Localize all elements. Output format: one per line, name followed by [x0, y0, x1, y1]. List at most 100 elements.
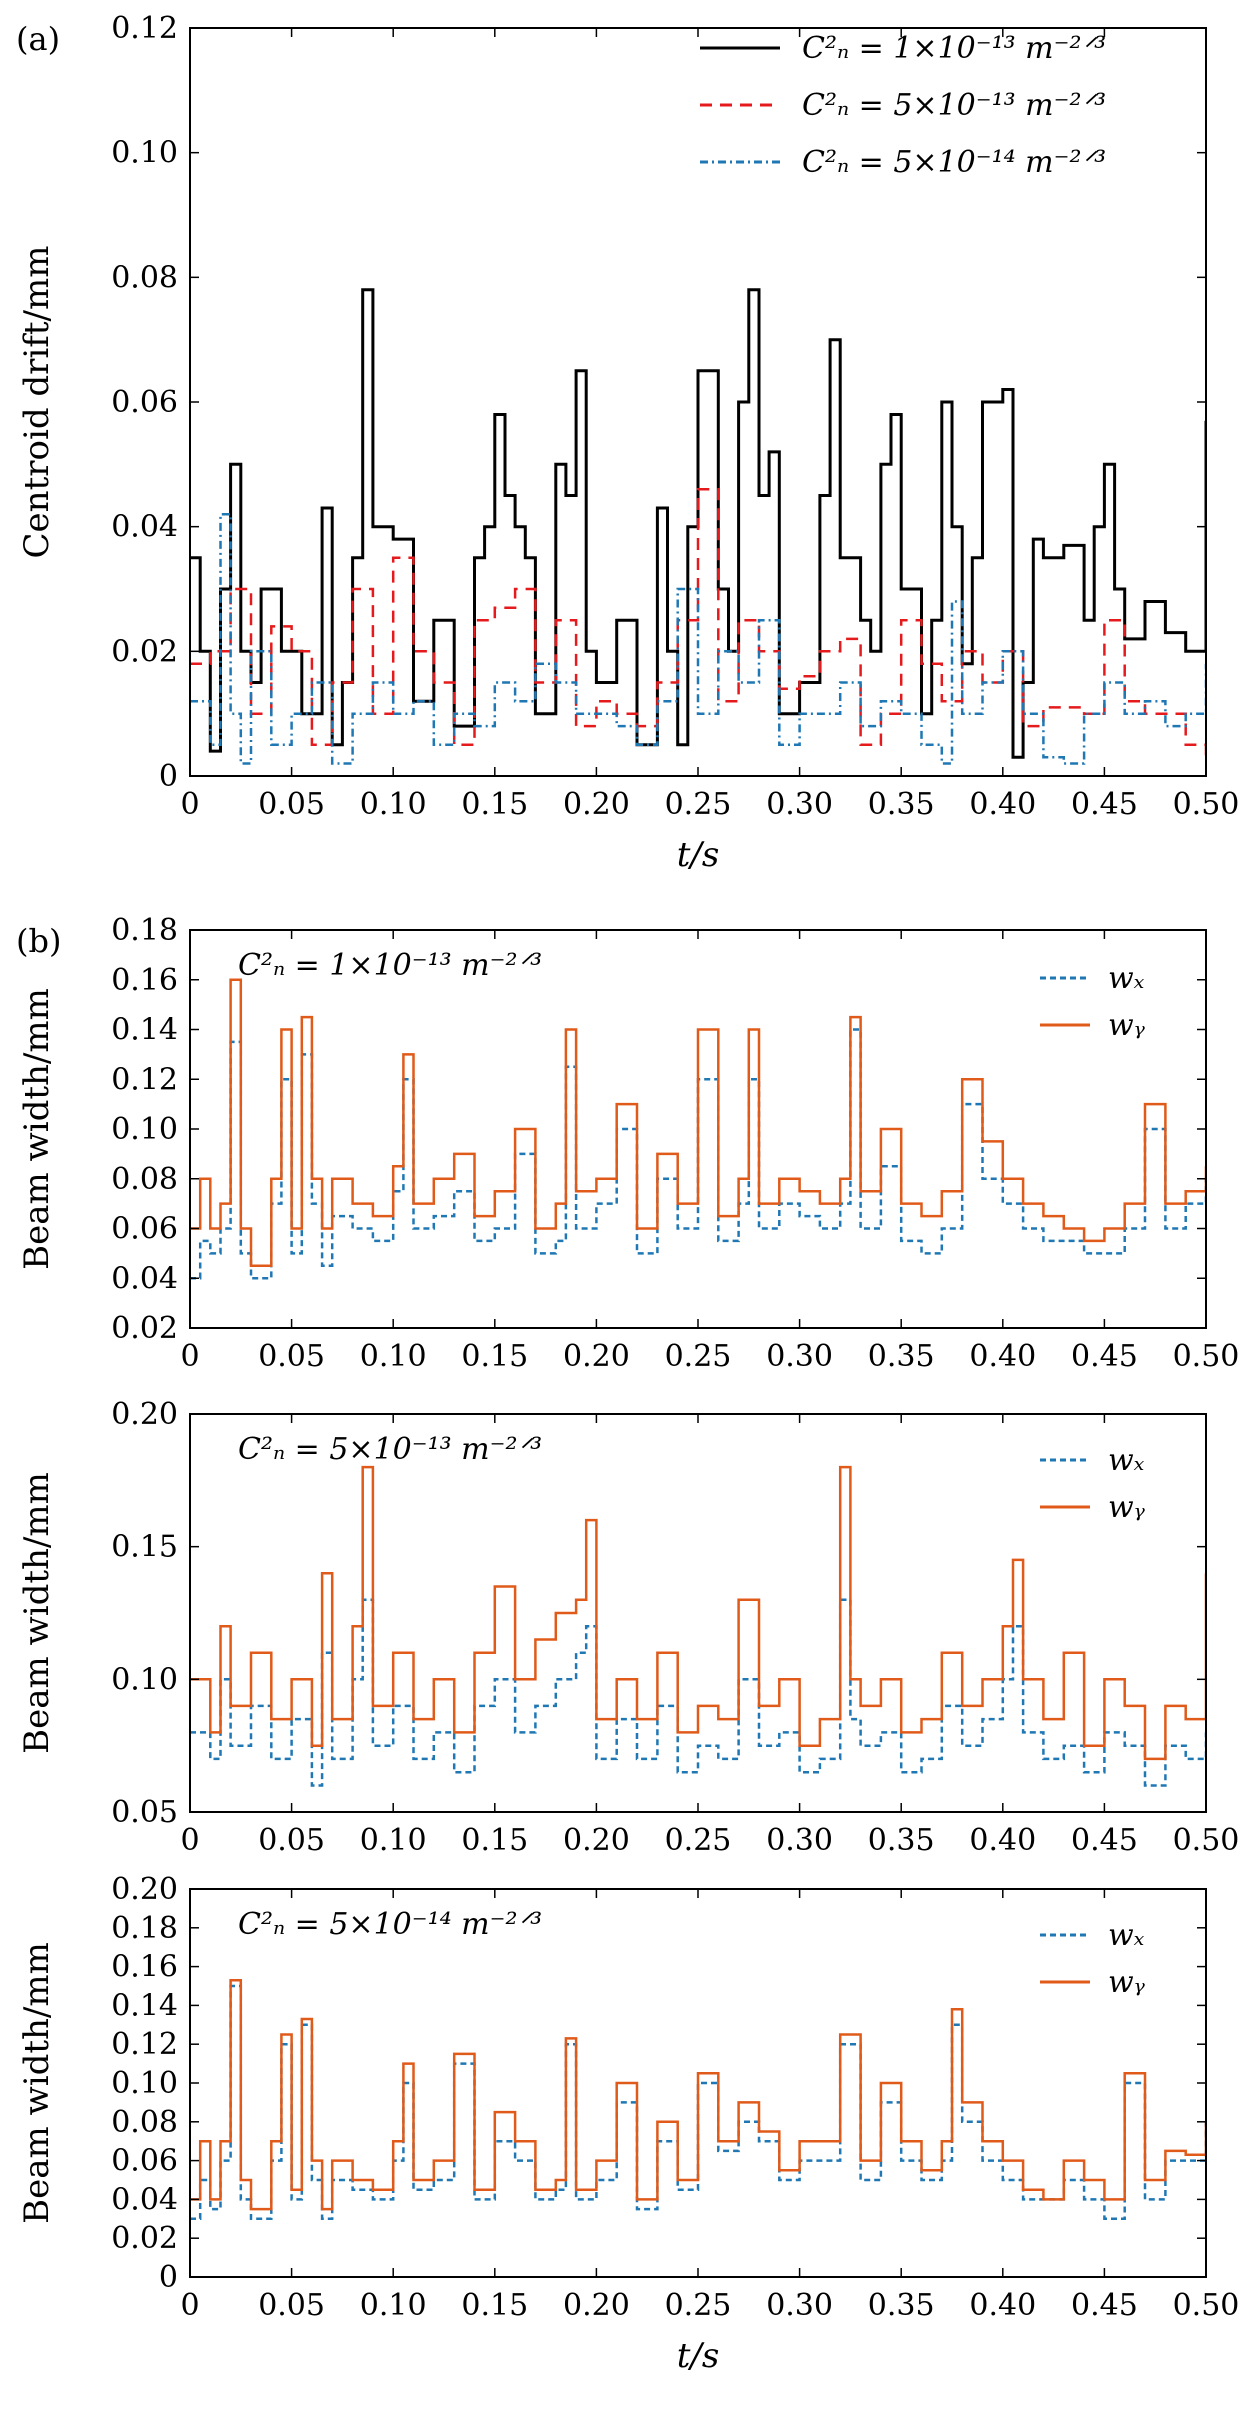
y-tick-label: 0.02	[111, 634, 178, 669]
condition-annotation: C²ₙ = 1×10⁻¹³ m⁻²ᐟ³	[238, 948, 542, 983]
x-tick-label: 0.20	[563, 1339, 630, 1374]
legend-label-2: C²ₙ = 5×10⁻¹⁴ m⁻²ᐟ³	[802, 145, 1106, 180]
panel-label: (a)	[16, 20, 60, 58]
legend-label-0: C²ₙ = 1×10⁻¹³ m⁻²ᐟ³	[802, 31, 1106, 66]
y-tick-label: 0.10	[111, 2066, 178, 2101]
series-line-a-2	[190, 512, 1206, 765]
y-tick-label: 0.06	[111, 2144, 178, 2179]
x-tick-label: 0.30	[766, 2288, 833, 2323]
x-tick-label: 0.20	[563, 1823, 630, 1858]
x-tick-label: 0.30	[766, 787, 833, 822]
x-tick-label: 0.50	[1173, 1823, 1240, 1858]
x-tick-label: 0.25	[665, 2288, 732, 2323]
series-line-b3-1	[190, 1978, 1206, 2211]
x-tick-label: 0.10	[360, 1823, 427, 1858]
series-line-b2-0	[190, 1598, 1206, 1787]
y-tick-label: 0.10	[111, 1112, 178, 1147]
x-tick-label: 0.15	[461, 787, 528, 822]
y-tick-label: 0.16	[111, 1950, 178, 1985]
x-tick-label: 0	[180, 787, 199, 822]
legend-label-1: wᵧ	[1108, 1008, 1146, 1043]
y-axis-label: Centroid drift/mm	[17, 246, 57, 559]
y-tick-label: 0.20	[111, 1872, 178, 1907]
x-tick-label: 0.50	[1173, 787, 1240, 822]
y-tick-label: 0.12	[111, 2027, 178, 2062]
y-tick-label: 0.08	[111, 260, 178, 295]
y-tick-label: 0.10	[111, 136, 178, 171]
legend-label-1: C²ₙ = 5×10⁻¹³ m⁻²ᐟ³	[802, 88, 1106, 123]
x-tick-label: 0.10	[360, 1339, 427, 1374]
y-tick-label: 0.06	[111, 1212, 178, 1247]
x-tick-label: 0	[180, 2288, 199, 2323]
y-tick-label: 0.18	[111, 1911, 178, 1946]
legend-label-1: wᵧ	[1108, 1965, 1146, 2000]
x-tick-label: 0.10	[360, 2288, 427, 2323]
x-tick-label: 0.50	[1173, 2288, 1240, 2323]
y-tick-label: 0.04	[111, 510, 178, 545]
x-tick-label: 0.05	[258, 1823, 325, 1858]
axes-frame	[189, 1413, 1207, 1813]
x-tick-label: 0	[180, 1339, 199, 1374]
y-tick-label: 0	[159, 2260, 178, 2295]
y-axis-label: Beam width/mm	[17, 988, 57, 1270]
condition-annotation: C²ₙ = 5×10⁻¹³ m⁻²ᐟ³	[238, 1432, 542, 1467]
legend-label-0: wₓ	[1108, 961, 1145, 996]
x-axis-label: t/s	[677, 2336, 720, 2376]
x-tick-label: 0.45	[1071, 787, 1138, 822]
x-tick-label: 0.15	[461, 2288, 528, 2323]
chart-panel-b2: 0 0.05 0.10 0.15 0.20 0.25 0.30 0.35 0.40 0.45 0.5…	[17, 1397, 1239, 1858]
x-tick-label: 0.30	[766, 1823, 833, 1858]
y-tick-label: 0.08	[111, 1162, 178, 1197]
x-tick-label: 0.40	[969, 2288, 1036, 2323]
x-tick-label: 0.45	[1071, 1823, 1138, 1858]
series-line-a-1	[190, 488, 1206, 758]
x-tick-label: 0.25	[665, 1823, 732, 1858]
x-axis-label: t/s	[677, 835, 720, 875]
x-tick-label: 0.20	[563, 787, 630, 822]
y-axis-label: Beam width/mm	[17, 1942, 57, 2224]
y-tick-label: 0.08	[111, 2105, 178, 2140]
x-tick-label: 0.35	[868, 1823, 935, 1858]
series-line-b2-1	[190, 1465, 1206, 1761]
x-tick-label: 0.35	[868, 787, 935, 822]
y-tick-label: 0.14	[111, 1013, 178, 1048]
y-tick-label: 0.02	[111, 1311, 178, 1346]
x-tick-label: 0.25	[665, 1339, 732, 1374]
y-tick-label: 0.20	[111, 1397, 178, 1432]
y-tick-label: 0.12	[111, 1062, 178, 1097]
x-tick-label: 0.45	[1071, 1339, 1138, 1374]
y-tick-label: 0.14	[111, 1988, 178, 2023]
x-tick-label: 0.40	[969, 1823, 1036, 1858]
y-tick-label: 0.16	[111, 963, 178, 998]
x-tick-label: 0.25	[665, 787, 732, 822]
legend-label-0: wₓ	[1108, 1443, 1145, 1478]
y-axis-label: Beam width/mm	[17, 1472, 57, 1754]
x-tick-label: 0.15	[461, 1339, 528, 1374]
x-tick-label: 0.05	[258, 787, 325, 822]
y-tick-label: 0.12	[111, 11, 178, 46]
y-tick-label: 0.04	[111, 1261, 178, 1296]
x-tick-label: 0	[180, 1823, 199, 1858]
x-tick-label: 0.10	[360, 787, 427, 822]
chart-panel-b1: 0 0.05 0.10 0.15 0.20 0.25 0.30 0.35 0.40 0.45 0.5…	[16, 913, 1239, 1374]
x-tick-label: 0.40	[969, 1339, 1036, 1374]
condition-annotation: C²ₙ = 5×10⁻¹⁴ m⁻²ᐟ³	[238, 1907, 542, 1942]
legend-label-1: wᵧ	[1108, 1490, 1146, 1525]
series-line-b1-1	[190, 978, 1206, 1268]
y-tick-label: 0.15	[111, 1530, 178, 1565]
y-tick-label: 0	[159, 759, 178, 794]
x-tick-label: 0.40	[969, 787, 1036, 822]
y-tick-label: 0.18	[111, 913, 178, 948]
x-tick-label: 0.20	[563, 2288, 630, 2323]
x-tick-label: 0.05	[258, 1339, 325, 1374]
x-tick-label: 0.35	[868, 2288, 935, 2323]
x-tick-label: 0.50	[1173, 1339, 1240, 1374]
x-tick-label: 0.15	[461, 1823, 528, 1858]
y-tick-label: 0.02	[111, 2221, 178, 2256]
legend-label-0: wₓ	[1108, 1918, 1145, 1953]
x-tick-label: 0.35	[868, 1339, 935, 1374]
x-tick-label: 0.05	[258, 2288, 325, 2323]
chart-panel-a: 0 0.05 0.10 0.15 0.20 0.25 0.30 0.35 0.40 0.45 0.5…	[16, 11, 1239, 875]
y-tick-label: 0.04	[111, 2182, 178, 2217]
